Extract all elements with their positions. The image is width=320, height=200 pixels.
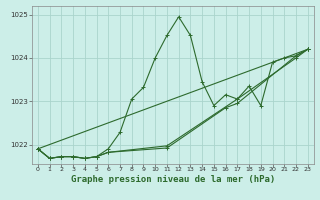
X-axis label: Graphe pression niveau de la mer (hPa): Graphe pression niveau de la mer (hPa) bbox=[71, 175, 275, 184]
